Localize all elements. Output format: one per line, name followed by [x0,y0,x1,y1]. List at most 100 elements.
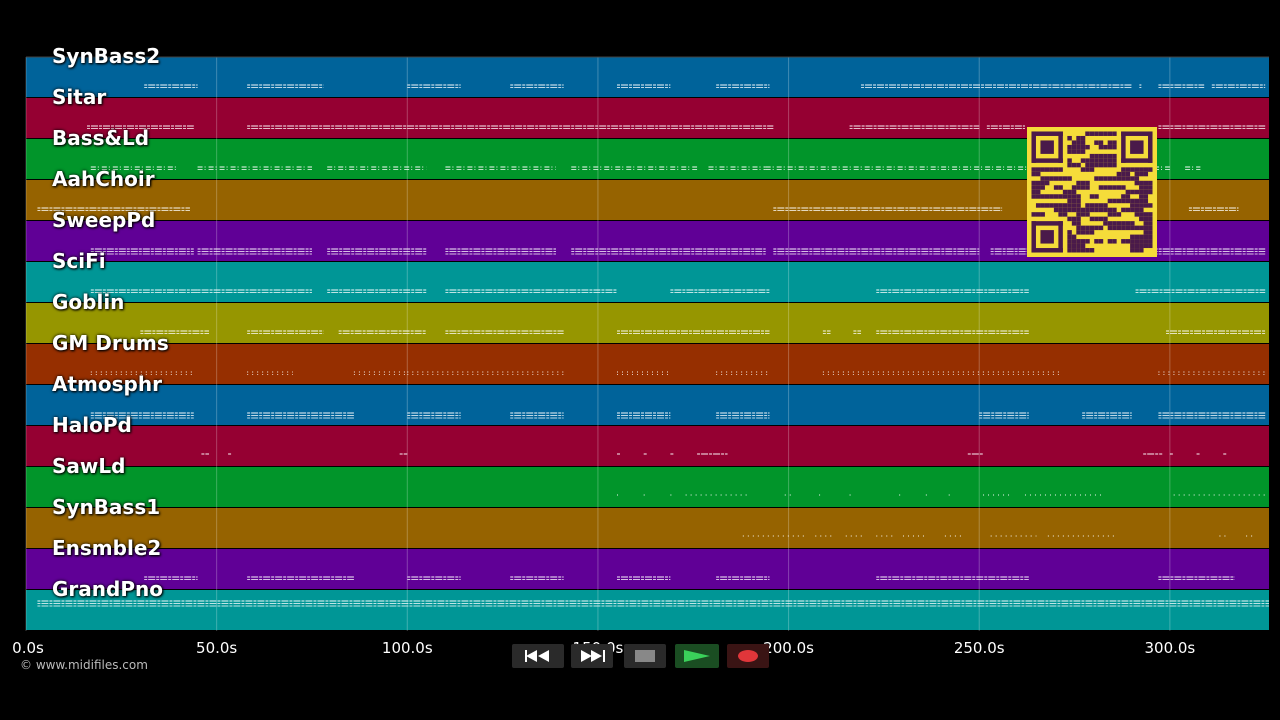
qr-module [1121,221,1126,226]
time-tick-label: 250.0s [953,639,1005,657]
qr-module [1044,176,1050,181]
record-button[interactable] [727,644,769,668]
qr-module [1035,212,1041,217]
track-lane [26,508,1269,548]
qr-module [1103,221,1108,226]
qr-module [1130,234,1135,240]
qr-module [1076,203,1081,208]
track-lane [26,385,1269,425]
qr-module [1112,225,1117,231]
qr-module [1130,239,1135,244]
qr-module [1067,135,1072,141]
qr-module [1085,162,1090,168]
qr-module [1071,189,1077,195]
qr-module [1103,162,1108,168]
qr-module [1040,212,1045,217]
qr-module [1053,203,1059,208]
qr-module [1035,185,1041,190]
qr-module [1143,189,1149,195]
track-lane [26,262,1269,302]
qr-module [1130,203,1135,208]
time-tick-label: 100.0s [381,639,433,657]
qr-module [1040,140,1054,154]
qr-module [1148,221,1153,226]
qr-module [1130,243,1135,249]
qr-module [1067,203,1072,208]
qr-module [1076,198,1081,204]
qr-module [1076,135,1081,141]
qr-module [1116,198,1122,204]
qr-module [1058,221,1063,253]
qr-module [1080,207,1086,213]
qr-module [1112,221,1117,226]
qr-module [1058,185,1063,190]
qr-module [1148,203,1153,208]
qr-module [1125,198,1131,204]
fast-forward-button[interactable] [571,644,613,668]
qr-module [1089,153,1095,159]
qr-module [1116,212,1122,217]
qr-module [1031,180,1036,186]
qr-module [1085,180,1090,186]
qr-module [1040,185,1045,190]
qr-module [1089,230,1095,235]
qr-module [1139,167,1144,172]
qr-module [1071,239,1077,244]
qr-module [1076,243,1081,249]
qr-module [1121,131,1126,163]
qr-module [1103,207,1108,213]
qr-module [1080,212,1086,217]
qr-module [1040,176,1045,181]
qr-module [1098,207,1104,213]
track-label: AahChoir [52,167,155,191]
qr-module [1071,140,1077,145]
qr-module [1080,135,1086,141]
qr-module [1085,239,1090,244]
qr-module [1107,176,1113,181]
track-lane [26,303,1269,343]
play-button[interactable] [675,644,719,668]
track-lane [26,590,1269,630]
qr-module [1058,203,1063,208]
qr-module [1094,239,1099,244]
qr-module [1076,207,1081,213]
qr-module [1058,207,1063,213]
qr-module [1067,176,1072,181]
qr-module [1103,216,1108,222]
qr-module [1125,171,1131,177]
stop-button[interactable] [624,644,666,668]
track-label: Ensmble2 [52,536,162,560]
qr-module [1058,194,1063,199]
qr-module [1071,248,1077,253]
qr-module [1139,243,1144,249]
qr-module [1143,185,1149,190]
qr-module [1098,216,1104,222]
qr-module [1148,243,1153,249]
qr-module [1049,176,1054,181]
qr-module [1085,225,1090,231]
qr-module [1071,185,1077,190]
qr-module [1076,216,1081,222]
qr-module [1080,230,1086,235]
qr-module [1094,153,1099,159]
track-lane [26,549,1269,589]
qr-module [1085,144,1090,150]
track-label: GM Drums [52,331,169,355]
qr-module [1098,131,1104,136]
rewind-button[interactable] [512,644,564,668]
qr-module [1134,239,1140,244]
qr-module [1040,203,1045,208]
qr-module [1125,176,1131,181]
qr-module [1067,144,1072,150]
qr-module [1112,162,1117,168]
qr-module [1094,194,1099,199]
qr-module [1121,239,1126,244]
qr-module [1080,248,1086,253]
qr-module [1112,158,1117,163]
qr-module [1067,230,1072,235]
qr-module [1112,140,1117,145]
qr-module [1094,162,1099,168]
qr-module [1076,140,1081,145]
track-lane [26,344,1269,384]
track-label: SawLd [52,454,126,478]
